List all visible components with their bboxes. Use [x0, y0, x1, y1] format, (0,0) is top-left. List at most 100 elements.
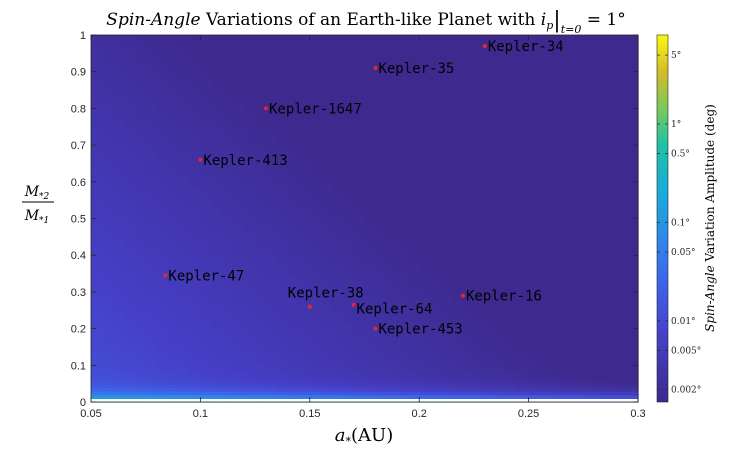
- heatmap-cell: [222, 361, 234, 366]
- heatmap-cell: [200, 141, 212, 146]
- heatmap-cell: [561, 247, 573, 253]
- heatmap-cell: [473, 156, 486, 161]
- heatmap-cell: [616, 214, 628, 220]
- heatmap-cell: [539, 38, 552, 43]
- heatmap-cell: [178, 35, 191, 40]
- heatmap-cell: [605, 258, 617, 264]
- heatmap-cell: [145, 137, 158, 143]
- heatmap-cell: [419, 49, 431, 54]
- heatmap-cell: [364, 233, 377, 238]
- heatmap-cell: [605, 163, 617, 168]
- heatmap-cell: [539, 390, 552, 396]
- heatmap-cell: [473, 35, 486, 40]
- heatmap-cell: [320, 185, 333, 190]
- heatmap-cell: [495, 222, 508, 227]
- heatmap-cell: [462, 35, 475, 40]
- heatmap-cell: [506, 372, 519, 377]
- heatmap-cell: [309, 57, 322, 62]
- heatmap-cell: [211, 196, 223, 201]
- heatmap-cell: [145, 214, 158, 220]
- heatmap-cell: [91, 368, 103, 374]
- heatmap-cell: [605, 178, 617, 183]
- heatmap-cell: [517, 112, 530, 117]
- heatmap-cell: [419, 372, 431, 377]
- heatmap-cell: [112, 306, 125, 311]
- heatmap-cell: [430, 49, 442, 54]
- heatmap-cell: [441, 233, 453, 238]
- heatmap-cell: [364, 269, 377, 275]
- heatmap-cell: [233, 299, 245, 304]
- heatmap-cell: [331, 280, 344, 286]
- heatmap-cell: [123, 108, 136, 113]
- heatmap-cell: [298, 141, 311, 146]
- heatmap-cell: [178, 295, 191, 300]
- heatmap-cell: [309, 350, 322, 355]
- heatmap-cell: [342, 57, 355, 62]
- heatmap-cell: [627, 93, 639, 98]
- heatmap-cell: [189, 222, 201, 227]
- heatmap-cell: [134, 240, 147, 245]
- heatmap-cell: [255, 295, 267, 300]
- heatmap-cell: [156, 332, 169, 337]
- heatmap-cell: [222, 170, 234, 176]
- heatmap-cell: [375, 71, 387, 76]
- heatmap-cell: [112, 299, 125, 304]
- heatmap-cell: [200, 255, 212, 260]
- heatmap-cell: [200, 185, 212, 190]
- heatmap-cell: [605, 64, 617, 69]
- heatmap-cell: [156, 189, 169, 194]
- heatmap-cell: [528, 200, 541, 205]
- heatmap-cell: [583, 280, 595, 286]
- heatmap-cell: [441, 222, 453, 227]
- heatmap-cell: [583, 57, 595, 62]
- heatmap-cell: [331, 181, 344, 187]
- heatmap-cell: [419, 233, 431, 238]
- heatmap-cell: [561, 196, 573, 201]
- heatmap-cell: [430, 123, 442, 128]
- heatmap-cell: [287, 236, 300, 242]
- heatmap-cell: [375, 313, 387, 319]
- heatmap-cell: [331, 361, 344, 366]
- heatmap-cell: [605, 291, 617, 297]
- heatmap-cell: [473, 321, 486, 326]
- heatmap-cell: [517, 218, 530, 223]
- heatmap-cell: [211, 321, 223, 326]
- heatmap-cell: [528, 343, 541, 348]
- heatmap-cell: [189, 189, 201, 194]
- heatmap-cell: [561, 79, 573, 84]
- heatmap-cell: [233, 339, 245, 344]
- heatmap-cell: [101, 35, 114, 40]
- heatmap-cell: [495, 299, 508, 304]
- heatmap-cell: [200, 280, 212, 286]
- heatmap-cell: [539, 350, 552, 355]
- heatmap-cell: [200, 145, 212, 150]
- heatmap-cell: [364, 291, 377, 297]
- heatmap-cell: [134, 390, 147, 396]
- heatmap-cell: [452, 167, 464, 172]
- heatmap-cell: [583, 240, 595, 245]
- heatmap-cell: [430, 387, 442, 392]
- heatmap-cell: [331, 273, 344, 278]
- heatmap-cell: [244, 266, 256, 271]
- heatmap-cell: [441, 93, 453, 98]
- heatmap-cell: [233, 383, 245, 388]
- heatmap-cell: [539, 357, 552, 363]
- heatmap-cell: [484, 310, 497, 315]
- heatmap-cell: [462, 350, 475, 355]
- heatmap-cell: [222, 332, 234, 337]
- heatmap-cell: [495, 203, 508, 209]
- heatmap-cell: [134, 137, 147, 143]
- heatmap-cell: [123, 372, 136, 377]
- heatmap-cell: [386, 225, 398, 231]
- heatmap-cell: [309, 185, 322, 190]
- heatmap-cell: [517, 148, 530, 154]
- heatmap-cell: [583, 137, 595, 143]
- heatmap-cell: [189, 280, 201, 286]
- heatmap-cell: [550, 339, 563, 344]
- heatmap-cell: [462, 225, 475, 231]
- heatmap-cell: [430, 346, 442, 352]
- heatmap-cell: [134, 324, 147, 330]
- heatmap-cell: [627, 203, 639, 209]
- heatmap-cell: [506, 145, 519, 150]
- heatmap-cell: [452, 368, 464, 374]
